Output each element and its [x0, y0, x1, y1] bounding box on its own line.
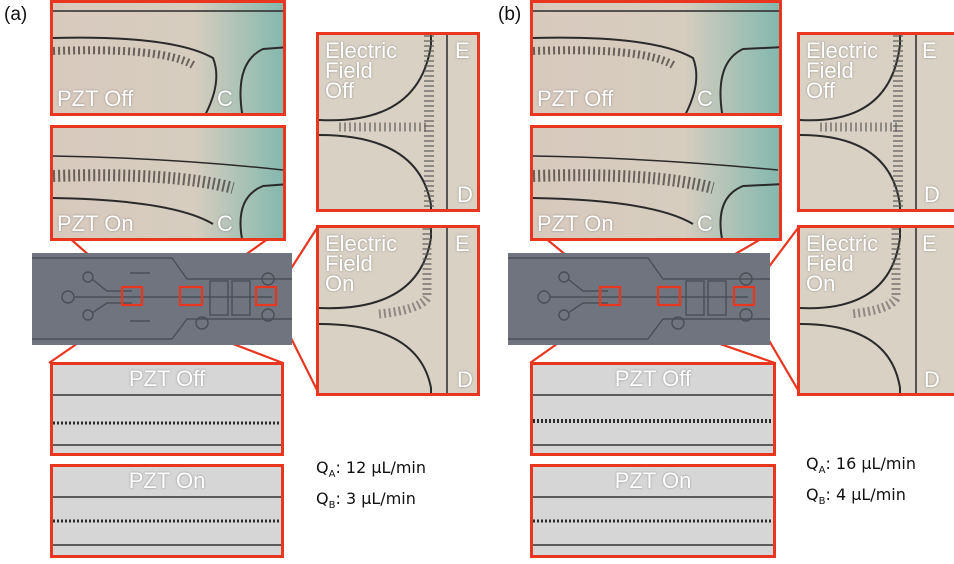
channel-pzt-on-micrograph: PZT On	[50, 464, 284, 558]
flow-rate-b: QB: 3 µL/min	[316, 489, 416, 512]
flow-rates: QA: 12 µL/min QB: 3 µL/min	[316, 456, 426, 518]
nozzle-pzt-on-micrograph: PZT On C	[50, 125, 286, 241]
field-on-micrograph: Electric Field On E D	[797, 225, 954, 396]
flow-rate-a: QA: 12 µL/min	[316, 458, 427, 481]
field-on-label: Electric Field On	[325, 231, 398, 296]
field-on-mark-bottom: D	[457, 367, 473, 392]
field-on-mark-top: E	[455, 231, 470, 256]
nozzle-pzt-off-micrograph: PZT Off C	[50, 0, 286, 116]
field-off-label: Electric Field Off	[325, 38, 398, 103]
field-off-mark-top: E	[922, 38, 937, 63]
field-off-mark-top: E	[455, 38, 470, 63]
nozzle-on-mark: C	[697, 211, 713, 236]
channel-on-label: PZT On	[614, 468, 692, 493]
panel-label: (a)	[4, 4, 28, 25]
field-off-mark-bottom: D	[457, 182, 473, 207]
nozzle-off-label: PZT Off	[57, 86, 134, 111]
nozzle-on-label: PZT On	[537, 211, 614, 236]
flow-rate-a: QA: 16 µL/min	[806, 454, 917, 477]
nozzle-off-mark: C	[217, 86, 233, 111]
field-off-micrograph: Electric Field Off E D	[316, 32, 480, 212]
flow-rates: QA: 16 µL/min QB: 4 µL/min	[806, 452, 916, 514]
channel-pzt-off-micrograph: PZT Off	[50, 362, 284, 456]
microfluidic-chip	[32, 253, 292, 345]
channel-pzt-on-micrograph: PZT On	[530, 464, 776, 558]
field-on-mark-bottom: D	[924, 367, 940, 392]
field-off-mark-bottom: D	[924, 182, 940, 207]
nozzle-on-mark: C	[217, 211, 233, 236]
nozzle-pzt-off-micrograph: PZT Off C	[530, 0, 782, 116]
nozzle-pzt-on-micrograph: PZT On C	[530, 125, 782, 241]
field-on-micrograph: Electric Field On E D	[316, 225, 480, 396]
field-off-micrograph: Electric Field Off E D	[797, 32, 954, 212]
channel-off-label: PZT Off	[128, 366, 206, 391]
field-off-label: Electric Field Off	[806, 38, 879, 103]
nozzle-off-mark: C	[697, 86, 713, 111]
nozzle-on-label: PZT On	[57, 211, 134, 236]
flow-rate-b: QB: 4 µL/min	[806, 485, 906, 508]
panel-label: (b)	[498, 4, 522, 25]
microfluidic-chip	[508, 253, 770, 345]
field-on-mark-top: E	[922, 231, 937, 256]
field-on-label: Electric Field On	[806, 231, 879, 296]
channel-pzt-off-micrograph: PZT Off	[530, 362, 776, 456]
nozzle-off-label: PZT Off	[537, 86, 614, 111]
channel-off-label: PZT Off	[614, 366, 692, 391]
channel-on-label: PZT On	[128, 468, 206, 493]
